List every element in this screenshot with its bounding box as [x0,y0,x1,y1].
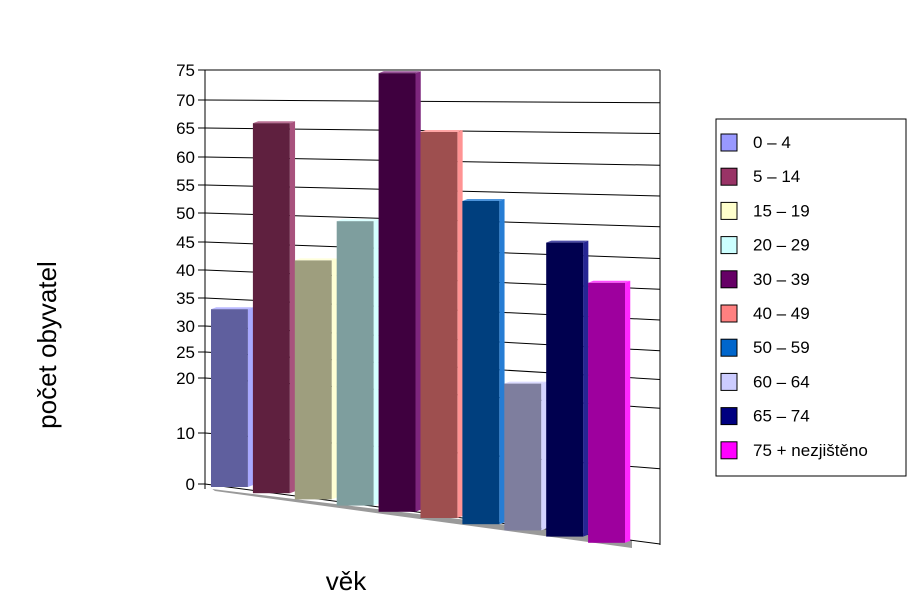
legend-item: 15 – 19 [720,201,810,220]
legend-swatch [720,372,738,391]
legend-label: 0 – 4 [753,133,791,152]
y-tick-label: 70 [176,91,195,110]
y-tick-label: 25 [176,343,195,362]
bar-front [252,123,290,494]
legend-label: 40 – 49 [753,304,810,323]
legend-item: 65 – 74 [720,407,810,426]
legend-label: 5 – 14 [753,167,800,186]
bars [211,71,631,543]
bar-front [378,73,416,512]
legend-label: 65 – 74 [753,407,810,426]
legend-swatch [720,304,738,323]
y-tick-label: 0 [186,475,195,494]
y-tick-label: 10 [176,424,195,443]
legend-item: 75 + nezjištěno [720,441,868,460]
bar-side [247,307,254,487]
bar [420,130,463,518]
x-axis-title: věk [326,566,367,591]
bar-top [336,219,379,222]
bar-side [289,121,296,494]
bar-top [462,199,505,201]
bar-side [499,199,505,525]
y-tick-label: 60 [176,148,195,167]
bar [378,71,421,512]
legend-label: 60 – 64 [753,372,810,391]
bar-top [420,130,463,132]
bar-front [420,132,458,518]
y-tick-label: 35 [176,289,195,308]
bar [211,307,254,487]
legend-swatch [720,133,738,152]
y-tick-label: 40 [176,261,195,280]
bar-front [211,309,248,487]
bar-top [378,71,421,74]
bar [252,121,296,494]
legend-swatch [720,201,738,220]
bar-side [541,381,547,531]
bar-top [588,280,631,283]
bar [336,219,379,506]
legend-label: 20 – 29 [753,236,810,255]
bar-side [583,240,589,537]
legend-swatch [720,441,738,460]
bar-top [294,258,337,261]
bar [504,381,547,531]
bar-front [294,260,332,500]
y-tick-label: 50 [176,204,195,223]
y-axis-title: počet obyvatel [32,261,62,429]
legend-label: 15 – 19 [753,201,810,220]
bar-top [546,240,589,243]
legend-swatch [720,338,738,357]
bar-top [211,307,254,310]
bar-top [252,121,296,124]
bar-side [625,280,631,543]
legend-label: 50 – 59 [753,338,810,357]
bar [588,280,631,543]
bar [546,240,589,537]
bar [294,258,337,500]
bar-top [504,381,547,384]
legend-swatch [720,167,738,186]
bar-side [415,71,421,512]
legend-item: 0 – 4 [720,133,791,152]
y-tick-label: 55 [176,176,195,195]
gridline [204,99,661,104]
y-tick-label: 30 [176,317,195,336]
bar [462,199,505,525]
legend: 0 – 4 5 – 14 15 – 19 20 – 29 30 – 39 40 – 49 5… [715,118,907,477]
bar-front [336,221,374,506]
legend-label: 75 + nezjištěno [753,441,868,460]
legend-swatch [720,270,738,289]
legend-swatch [720,236,738,255]
legend-item: 60 – 64 [720,372,810,391]
legend-label: 30 – 39 [753,270,810,289]
legend-swatch [720,407,738,426]
y-tick-label: 20 [176,369,195,388]
legend-item: 5 – 14 [720,167,800,186]
y-axis-ticks: 0 10 20 25 30 35 40 45 50 55 60 65 70 75 [176,61,205,494]
legend-item: 40 – 49 [720,304,810,323]
bar-front [546,242,584,537]
floor-edge [205,484,632,548]
bar-side [373,219,379,506]
bar-side [457,130,463,518]
y-tick-label: 75 [176,61,195,80]
legend-item: 50 – 59 [720,338,810,357]
legend-item: 20 – 29 [720,236,810,255]
bar-front [462,201,500,525]
legend-box [715,118,907,477]
y-tick-label: 65 [176,119,195,138]
bar-side [331,258,337,500]
bar-front [504,383,542,531]
legend-item: 30 – 39 [720,270,810,289]
bar-front [588,282,625,543]
y-tick-label: 45 [176,233,195,252]
